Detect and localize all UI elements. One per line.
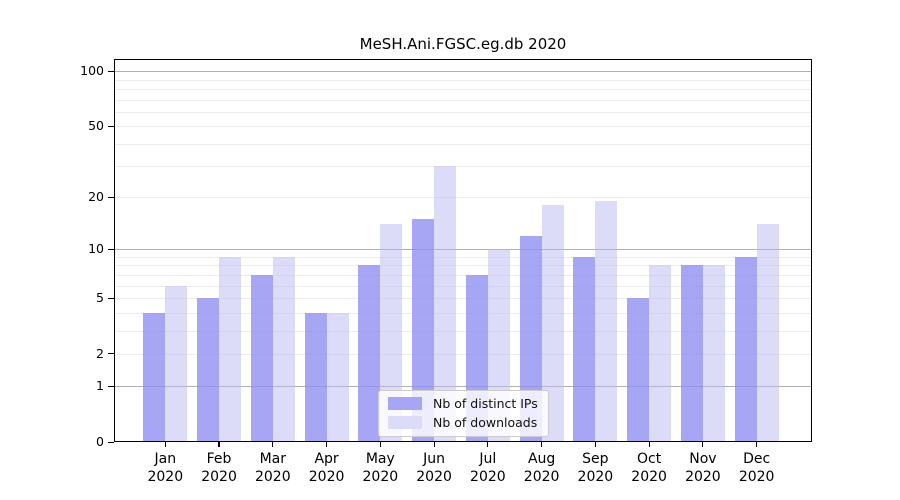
bar-aug-downloads [541,205,564,442]
gridline-10 [115,249,811,251]
gridline-40 [115,143,811,145]
bar-sep-distinct-ips [573,257,596,442]
x-tick-mar [272,442,274,447]
x-tick-jul [487,442,489,447]
y-tick-20 [108,196,114,199]
gridline-9 [115,257,811,258]
gridline-5 [115,298,811,300]
gridline-30 [115,166,811,168]
x-tick-may [379,442,381,447]
gridline-1 [115,386,811,388]
x-tick-nov [702,442,704,447]
x-tick-label-nov: Nov 2020 [685,451,721,485]
gridline-70 [115,99,811,101]
x-tick-oct [648,442,650,447]
x-tick-label-apr: Apr 2020 [308,451,345,485]
bar-nov-distinct-ips [680,265,703,442]
gridline-100 [115,71,811,73]
y-tick-10 [108,248,114,251]
y-tick-label-1: 1 [96,378,104,394]
bar-may-distinct-ips [358,265,381,442]
x-tick-label-feb: Feb 2020 [201,451,237,485]
x-tick-label-jun: Jun 2020 [416,451,452,485]
y-tick-100 [108,70,114,72]
x-tick-label-aug: Aug 2020 [523,451,560,485]
gridline-7 [115,274,811,276]
x-tick-label-sep: Sep 2020 [577,451,614,485]
x-tick-dec [756,442,758,447]
x-tick-jan [164,442,166,447]
bar-nov-downloads [702,265,725,442]
bar-may-downloads [380,224,403,442]
x-tick-label-dec: Dec 2020 [738,451,775,485]
legend-label-downloads: Nb of downloads [433,415,538,430]
x-tick-label-jul: Jul 2020 [470,451,506,485]
x-tick-jun [433,442,435,447]
y-tick-label-100: 100 [80,63,104,79]
gridline-60 [115,111,811,113]
legend-swatch-downloads [388,416,422,429]
bar-jan-distinct-ips [143,312,166,442]
chart-title: MeSH.Ani.FGSC.eg.db 2020 [359,35,567,53]
bar-jun-downloads [434,166,457,442]
gridline-6 [115,285,811,287]
y-tick-label-0: 0 [96,434,104,449]
x-tick-label-may: May 2020 [362,451,399,485]
bar-jun-distinct-ips [412,219,435,442]
y-tick-label-10: 10 [88,241,104,257]
y-tick-1 [108,385,114,387]
x-tick-apr [325,442,328,447]
bar-jan-downloads [165,285,188,442]
legend: Nb of distinct IPs Nb of downloads [378,390,549,437]
legend-label-distinct-ips: Nb of distinct IPs [433,396,538,411]
gridline-80 [115,88,811,90]
y-tick-label-20: 20 [88,189,104,205]
x-tick-feb [218,442,220,447]
bar-dec-downloads [756,224,779,442]
gridline-20 [115,197,811,199]
x-tick-label-jan: Jan 2020 [147,451,184,485]
x-tick-label-mar: Mar 2020 [254,451,291,485]
x-tick-sep [594,442,596,447]
gridline-90 [115,79,811,81]
y-tick-2 [108,353,114,355]
bar-mar-downloads [272,257,295,442]
y-tick-label-50: 50 [88,118,104,134]
bar-sep-downloads [595,201,618,442]
legend-item-downloads: Nb of downloads [388,415,538,430]
bar-oct-downloads [649,265,672,442]
bar-apr-distinct-ips [304,312,327,442]
bar-mar-distinct-ips [250,274,273,442]
gridline-3 [115,330,811,332]
y-tick-0 [108,441,114,443]
bar-apr-downloads [326,312,349,442]
gridline-50 [115,126,811,128]
gridline-4 [115,312,811,314]
y-tick-50 [108,125,114,127]
bar-feb-distinct-ips [197,298,220,442]
gridline-2 [115,353,811,355]
gridline-8 [115,265,811,267]
y-tick-label-5: 5 [96,290,104,306]
legend-swatch-distinct-ips [388,397,422,410]
bar-dec-distinct-ips [734,257,757,442]
bar-feb-downloads [219,257,242,442]
legend-item-distinct-ips: Nb of distinct IPs [388,396,538,411]
y-tick-label-2: 2 [96,345,104,361]
x-tick-label-oct: Oct 2020 [631,451,667,485]
x-tick-aug [541,442,543,447]
bar-oct-distinct-ips [627,298,650,442]
y-tick-5 [108,297,114,299]
